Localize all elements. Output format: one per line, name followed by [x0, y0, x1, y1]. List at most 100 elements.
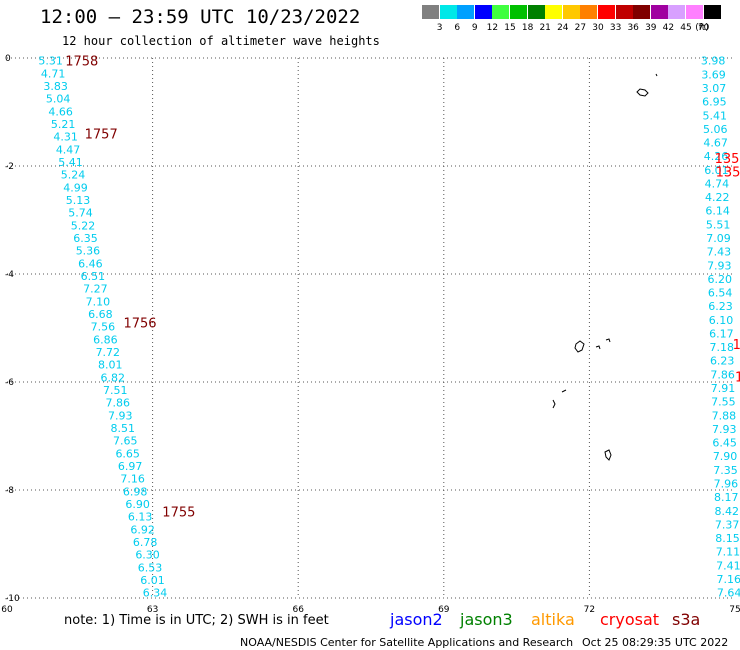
legend-label: 39 [645, 23, 657, 33]
lat-tick-label: -8 [5, 486, 14, 496]
legend-label: 15 [504, 23, 516, 33]
swh-value-label: 3.07 [702, 82, 727, 95]
swh-value-label: 7.41 [716, 559, 740, 572]
lat-tick-label: 0 [5, 54, 11, 64]
satellite-legend-item: jason2 [390, 610, 443, 629]
legend-swatch [633, 5, 651, 19]
swh-value-label: 6.01 [140, 574, 165, 587]
swh-value-label: 8.01 [98, 359, 123, 372]
legend-swatch [580, 5, 598, 19]
track-time-label: 1758 [65, 55, 98, 70]
island-shape [561, 389, 567, 393]
legend-label: 21 [539, 23, 551, 33]
legend-label: 6 [454, 23, 461, 33]
swh-value-label: 6.82 [101, 371, 126, 384]
swh-value-label: 3.83 [43, 80, 68, 93]
legend-label: 30 [592, 23, 604, 33]
legend-swatch [703, 5, 721, 19]
swh-value-label: 7.37 [715, 518, 740, 531]
legend-swatch [562, 5, 580, 19]
swh-value-label: 6.51 [81, 270, 106, 283]
swh-value-label: 7.51 [103, 384, 128, 397]
swh-value-label: 7.35 [713, 464, 738, 477]
track-time-label: 1755 [162, 506, 195, 521]
island-shape [595, 345, 601, 350]
legend-swatch [439, 5, 457, 19]
swh-value-label: 7.72 [96, 346, 121, 359]
swh-value-label: 6.86 [93, 333, 118, 346]
swh-value-label: 6.46 [78, 257, 103, 270]
swh-value-label: 6.68 [88, 308, 113, 321]
track-time-label: 1 [735, 371, 740, 386]
swh-value-label: 4.47 [56, 143, 81, 156]
island-shape [655, 73, 658, 77]
swh-value-label: 7.16 [717, 573, 740, 586]
lon-tick-label: 72 [584, 605, 595, 615]
island-shape [552, 399, 556, 409]
swh-value-label: 5.06 [703, 123, 728, 136]
swh-value-label: 5.31 [38, 55, 63, 68]
swh-value-label: 8.51 [110, 422, 135, 435]
swh-value-label: 8.42 [714, 505, 739, 518]
swh-value-label: 6.98 [123, 485, 148, 498]
legend-swatch [545, 5, 563, 19]
swh-value-label: 7.93 [108, 409, 133, 422]
swh-value-label: 7.86 [106, 397, 131, 410]
swh-value-label: 6.95 [702, 96, 727, 109]
swh-value-label: 5.24 [61, 169, 86, 182]
swh-value-label: 5.74 [68, 207, 93, 220]
legend-swatch [598, 5, 615, 19]
satellite-legend-item: jason3 [460, 610, 513, 629]
swh-value-label: 4.74 [705, 177, 730, 190]
swh-value-label: 6.35 [73, 232, 98, 245]
island-shape [636, 88, 649, 97]
legend-swatch [422, 5, 439, 19]
swh-value-label: 7.16 [120, 473, 145, 486]
lon-tick-label: 60 [1, 605, 13, 615]
swh-value-label: 6.17 [709, 327, 734, 340]
satellite-legend-item: altika [531, 610, 575, 629]
swh-value-label: 6.97 [118, 460, 143, 473]
legend-swatch [474, 5, 492, 19]
lon-tick-label: 63 [147, 605, 158, 615]
legend-label: 24 [557, 23, 569, 33]
swh-value-label: 4.22 [705, 191, 730, 204]
swh-value-label: 6.23 [710, 355, 735, 368]
track-time-label: 13 [733, 338, 740, 353]
legend-swatch [615, 5, 633, 19]
swh-value-label: 6.30 [135, 549, 160, 562]
legend-swatch [510, 5, 527, 19]
swh-value-label: 6.01 [704, 164, 729, 177]
page-title: 12:00 — 23:59 UTC 10/23/2022 [40, 6, 361, 28]
legend-label: 42 [662, 23, 675, 33]
satellite-legend-item: s3a [672, 610, 701, 629]
swh-value-label: 7.10 [86, 295, 111, 308]
island-shape [574, 340, 585, 353]
swh-value-label: 6.13 [128, 511, 153, 524]
lon-tick-label: 66 [292, 605, 304, 615]
swh-value-label: 7.91 [711, 382, 736, 395]
lat-tick-label: -2 [5, 162, 14, 172]
swh-value-label: 5.41 [58, 156, 83, 169]
swh-value-label: 5.13 [66, 194, 91, 207]
lat-tick-label: -6 [5, 378, 14, 388]
swh-value-label: 6.23 [708, 300, 733, 313]
swh-value-label: 4.67 [703, 137, 728, 150]
swh-value-label: 6.20 [707, 273, 732, 286]
lon-tick-label: 75 [729, 605, 740, 615]
swh-value-label: 6.45 [712, 437, 737, 450]
swh-value-label: 7.43 [707, 246, 732, 259]
island-shape [604, 449, 612, 461]
swh-value-label: 6.54 [708, 287, 733, 300]
page-subtitle: 12 hour collection of altimeter wave hei… [62, 34, 380, 48]
legend-label: 33 [609, 23, 622, 33]
swh-value-label: 3.98 [701, 55, 726, 68]
legend-label: 9 [471, 23, 478, 33]
swh-value-label: 7.93 [712, 423, 737, 436]
track-time-label: 1756 [123, 317, 156, 332]
lat-tick-label: -4 [5, 270, 14, 280]
swh-value-label: 7.11 [716, 546, 740, 559]
swh-value-label: 3.69 [701, 68, 726, 81]
legend-swatch [686, 5, 703, 19]
